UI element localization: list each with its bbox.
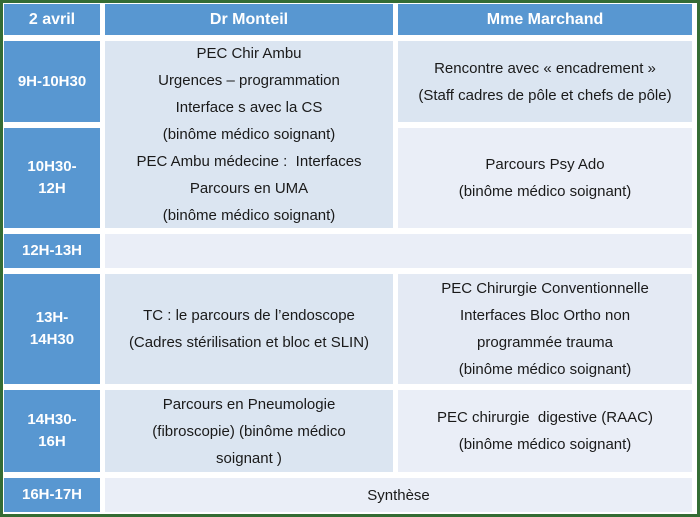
time-slot-12h-13h: 12H-13H xyxy=(4,234,100,268)
cell-marchand-chirurgie-conventionnelle: PEC Chirurgie Conventionnelle Interfaces… xyxy=(398,274,692,384)
cell-monteil-endoscope: TC : le parcours de l’endoscope (Cadres … xyxy=(105,274,393,384)
time-slot-16h-17h: 16H-17H xyxy=(4,478,100,512)
cell-monteil-pneumologie: Parcours en Pneumologie (fibroscopie) (b… xyxy=(105,390,393,472)
header-mme-marchand-cell: Mme Marchand xyxy=(398,4,692,35)
time-slot-10h30-12h: 10H30- 12H xyxy=(4,128,100,228)
time-slot-9h-10h30: 9H-10H30 xyxy=(4,41,100,122)
cell-marchand-chirurgie-digestive: PEC chirurgie digestive (RAAC) (binôme m… xyxy=(398,390,692,472)
header-date-cell: 2 avril xyxy=(4,4,100,35)
time-slot-13h-14h30: 13H- 14H30 xyxy=(4,274,100,384)
cell-synthese: Synthèse xyxy=(105,478,692,512)
cell-marchand-encadrement: Rencontre avec « encadrement » (Staff ca… xyxy=(398,41,692,122)
time-slot-14h30-16h: 14H30- 16H xyxy=(4,390,100,472)
cell-marchand-psy-ado: Parcours Psy Ado (binôme médico soignant… xyxy=(398,128,692,228)
schedule-table: 2 avril Dr Monteil Mme Marchand 9H-10H30… xyxy=(4,4,692,513)
cell-lunch-break-empty xyxy=(105,234,692,268)
cell-monteil-morning: PEC Chir Ambu Urgences – programmation I… xyxy=(105,41,393,228)
header-dr-monteil-cell: Dr Monteil xyxy=(105,4,393,35)
